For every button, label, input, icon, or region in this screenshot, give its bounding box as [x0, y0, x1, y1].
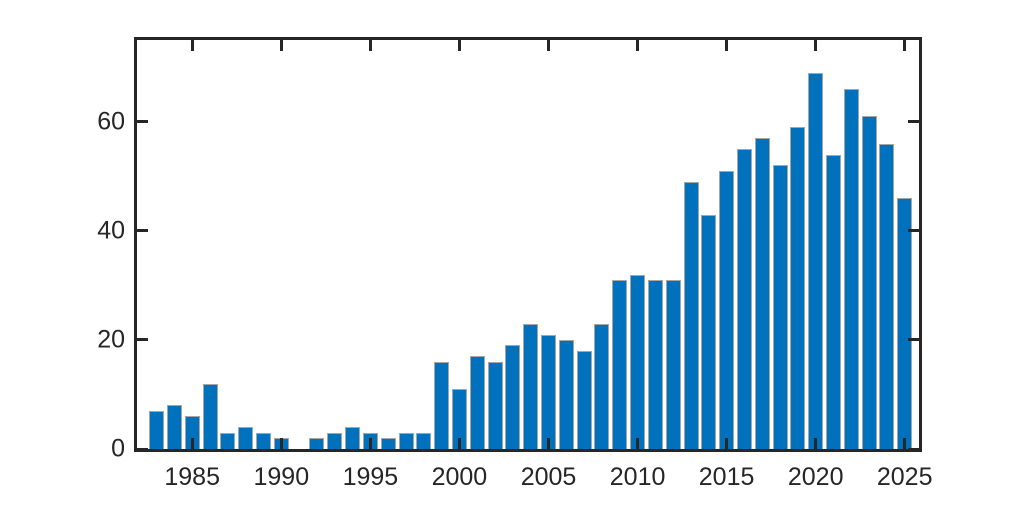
bar-1988 — [238, 427, 254, 449]
bar-2023 — [861, 116, 877, 449]
y-tick-mark-left — [137, 338, 148, 342]
x-tick-label: 2005 — [520, 463, 577, 491]
y-tick-mark-left — [137, 229, 148, 233]
bar-2019 — [790, 127, 806, 449]
bar-2004 — [523, 323, 539, 449]
y-tick-mark-left — [137, 120, 148, 124]
x-tick-mark-top — [279, 40, 283, 51]
x-tick-mark-top — [814, 40, 818, 51]
bar-2010 — [630, 274, 646, 449]
bar-2002 — [487, 361, 503, 449]
y-tick-mark-left — [137, 447, 148, 451]
bar-1996 — [380, 438, 396, 449]
bar-1994 — [345, 427, 360, 449]
bar-1985 — [184, 416, 200, 449]
bar-2007 — [576, 350, 592, 449]
y-tick-mark-right — [908, 120, 919, 124]
x-tick-mark-top — [547, 40, 550, 51]
bar-1992 — [309, 438, 325, 449]
y-tick-label: 60 — [97, 107, 125, 136]
x-tick-mark-top — [636, 40, 640, 51]
x-tick-mark-bottom — [190, 438, 194, 449]
x-tick-mark-bottom — [636, 438, 640, 449]
x-tick-mark-bottom — [903, 438, 907, 449]
bar-2012 — [665, 279, 681, 449]
x-tick-label: 2015 — [698, 463, 755, 491]
x-tick-mark-bottom — [457, 438, 461, 449]
x-tick-mark-bottom — [814, 438, 818, 449]
x-tick-label: 1995 — [342, 463, 399, 491]
y-tick-mark-right — [908, 229, 919, 233]
bar-1984 — [166, 405, 182, 449]
x-tick-mark-top — [457, 40, 461, 51]
x-tick-label: 1985 — [164, 463, 220, 491]
bar-2016 — [736, 149, 752, 449]
bar-2001 — [469, 356, 485, 449]
bar-2022 — [843, 89, 859, 449]
x-tick-label: 2025 — [876, 463, 933, 491]
y-tick-label: 0 — [111, 434, 125, 463]
plot-area: 1985 1990 1995 2000 2005 2010 2015 2020 2025 0 20 4… — [97, 37, 933, 491]
bar-2011 — [647, 279, 663, 449]
x-tick-mark-top — [903, 40, 907, 51]
y-tick-label: 20 — [97, 325, 125, 354]
bar-2018 — [772, 165, 788, 449]
x-tick-label: 2010 — [609, 463, 666, 491]
bar-2005 — [541, 334, 556, 449]
x-tick-mark-bottom — [725, 438, 729, 449]
bar-2021 — [826, 154, 841, 449]
y-tick-mark-right — [908, 447, 919, 451]
x-tick-mark-bottom — [547, 438, 550, 449]
bar-1983 — [149, 410, 165, 449]
bar-2008 — [594, 323, 610, 449]
bar-2000 — [451, 389, 467, 449]
x-tick-label: 2000 — [431, 463, 488, 491]
bar-1997 — [398, 432, 414, 449]
x-tick-mark-top — [368, 40, 372, 51]
x-tick-mark-bottom — [279, 438, 283, 449]
bar-2024 — [879, 143, 895, 449]
bar-2025 — [897, 198, 913, 449]
bar-2017 — [754, 138, 770, 449]
x-tick-label: 1990 — [253, 463, 310, 491]
bar-2015 — [719, 170, 735, 449]
x-tick-label: 2020 — [787, 463, 844, 491]
bar-1998 — [416, 432, 432, 449]
bar-1989 — [256, 432, 271, 449]
x-tick-mark-top — [725, 40, 729, 51]
x-tick-mark-bottom — [368, 438, 372, 449]
y-tick-mark-right — [908, 338, 919, 342]
bar-2014 — [701, 214, 717, 449]
bar-2006 — [558, 339, 574, 449]
bar-2013 — [683, 181, 699, 449]
bar-2003 — [505, 345, 521, 449]
bar-1993 — [327, 432, 343, 449]
x-tick-mark-top — [190, 40, 194, 51]
bar-1986 — [202, 383, 218, 449]
bar-1987 — [220, 432, 236, 449]
bar-2020 — [808, 72, 824, 449]
y-tick-label: 40 — [97, 216, 125, 245]
bar-2009 — [612, 279, 628, 449]
bar-1999 — [434, 361, 450, 449]
